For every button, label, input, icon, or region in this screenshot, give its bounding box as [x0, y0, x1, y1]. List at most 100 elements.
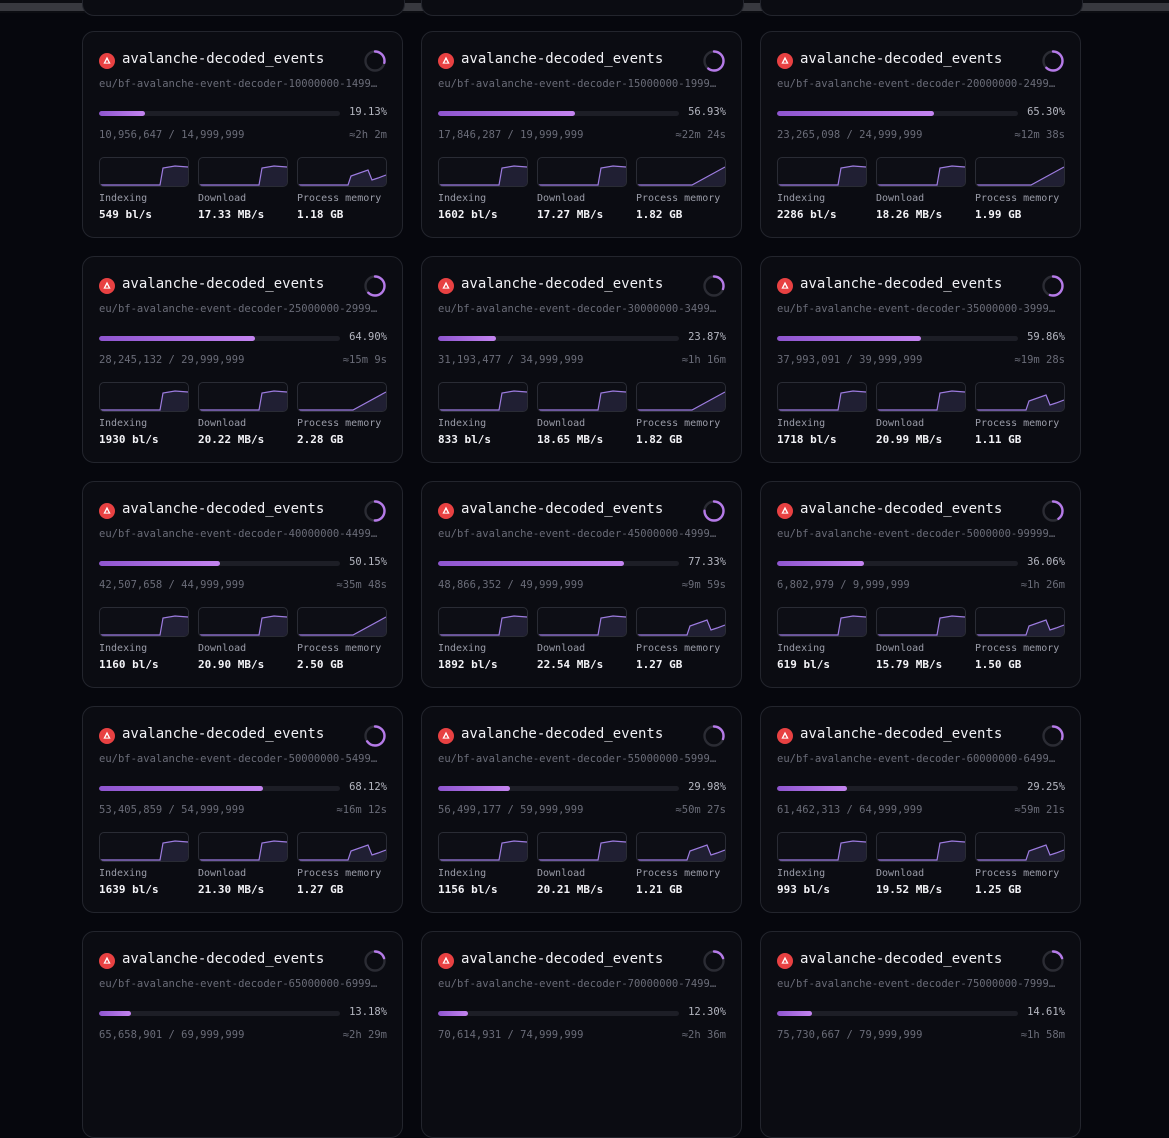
download-label: Download	[876, 868, 925, 879]
indexer-card[interactable]: avalanche-decoded_events eu/bf-avalanche-…	[760, 481, 1081, 688]
download-sparkline	[198, 832, 288, 862]
block-counts: 48,866,352 / 49,999,999	[438, 579, 584, 591]
card-title: avalanche-decoded_events	[122, 51, 325, 67]
progress-percent: 65.30%	[1027, 106, 1065, 118]
indexing-sparkline	[99, 832, 189, 862]
progress-ring-icon	[703, 275, 725, 297]
indexer-card[interactable]: avalanche-decoded_events eu/bf-avalanche-…	[82, 31, 403, 238]
card-partial	[760, 0, 1083, 16]
progress-fill	[438, 336, 496, 341]
indexing-label: Indexing	[438, 418, 487, 429]
memory-sparkline	[636, 382, 726, 412]
download-label: Download	[198, 418, 247, 429]
block-counts: 23,265,098 / 24,999,999	[777, 129, 923, 141]
progress-bar	[438, 111, 679, 116]
eta-label: ≈2h 2m	[349, 129, 387, 141]
memory-value: 1.50 GB	[975, 658, 1022, 671]
indexing-label: Indexing	[777, 418, 826, 429]
progress-fill	[99, 786, 264, 791]
progress-fill	[99, 111, 146, 116]
indexer-card[interactable]: avalanche-decoded_events eu/bf-avalanche-…	[421, 706, 742, 913]
avalanche-logo-icon	[438, 728, 454, 744]
card-partial	[82, 0, 405, 16]
memory-value: 1.25 GB	[975, 883, 1022, 896]
memory-sparkline	[975, 382, 1065, 412]
indexer-card[interactable]: avalanche-decoded_events eu/bf-avalanche-…	[82, 481, 403, 688]
indexing-sparkline	[777, 607, 867, 637]
download-sparkline	[537, 832, 627, 862]
indexing-value: 619 bl/s	[777, 658, 830, 671]
progress-ring-icon	[703, 50, 725, 72]
eta-label: ≈22m 24s	[675, 129, 726, 141]
indexer-card[interactable]: avalanche-decoded_events eu/bf-avalanche-…	[760, 706, 1081, 913]
progress-fill	[777, 1011, 813, 1016]
download-value: 18.26 MB/s	[876, 208, 943, 221]
indexer-card[interactable]: avalanche-decoded_events eu/bf-avalanche-…	[82, 931, 403, 1138]
block-counts: 53,405,859 / 54,999,999	[99, 804, 245, 816]
download-value: 20.21 MB/s	[537, 883, 604, 896]
indexing-sparkline	[438, 832, 528, 862]
indexing-sparkline	[99, 157, 189, 187]
card-subtitle: eu/bf-avalanche-event-decoder-5000000-99…	[777, 528, 1060, 540]
block-counts: 61,462,313 / 64,999,999	[777, 804, 923, 816]
indexing-value: 833 bl/s	[438, 433, 491, 446]
memory-value: 1.27 GB	[636, 658, 683, 671]
indexer-card[interactable]: avalanche-decoded_events eu/bf-avalanche-…	[421, 481, 742, 688]
eta-label: ≈2h 29m	[342, 1029, 387, 1041]
download-sparkline	[876, 157, 966, 187]
download-label: Download	[198, 193, 247, 204]
progress-bar	[438, 1011, 679, 1016]
progress-ring-icon	[364, 500, 386, 522]
indexing-value: 2286 bl/s	[777, 208, 837, 221]
progress-percent: 50.15%	[349, 556, 387, 568]
progress-bar	[777, 561, 1018, 566]
download-label: Download	[537, 193, 586, 204]
avalanche-logo-icon	[99, 503, 115, 519]
block-counts: 6,802,979 / 9,999,999	[777, 579, 910, 591]
progress-fill	[99, 336, 256, 341]
memory-sparkline	[636, 607, 726, 637]
download-label: Download	[876, 193, 925, 204]
indexer-card[interactable]: avalanche-decoded_events eu/bf-avalanche-…	[421, 31, 742, 238]
card-title: avalanche-decoded_events	[122, 951, 325, 967]
indexer-card[interactable]: avalanche-decoded_events eu/bf-avalanche-…	[760, 256, 1081, 463]
memory-label: Process memory	[975, 868, 1060, 879]
indexer-card[interactable]: avalanche-decoded_events eu/bf-avalanche-…	[760, 31, 1081, 238]
progress-ring-icon	[703, 500, 725, 522]
progress-percent: 29.25%	[1027, 781, 1065, 793]
download-sparkline	[876, 607, 966, 637]
memory-label: Process memory	[636, 193, 721, 204]
memory-value: 1.21 GB	[636, 883, 683, 896]
progress-fill	[777, 111, 935, 116]
eta-label: ≈59m 21s	[1014, 804, 1065, 816]
download-label: Download	[537, 868, 586, 879]
progress-percent: 59.86%	[1027, 331, 1065, 343]
indexer-card[interactable]: avalanche-decoded_events eu/bf-avalanche-…	[760, 931, 1081, 1138]
card-subtitle: eu/bf-avalanche-event-decoder-15000000-1…	[438, 78, 721, 90]
eta-label: ≈9m 59s	[681, 579, 726, 591]
card-subtitle: eu/bf-avalanche-event-decoder-45000000-4…	[438, 528, 721, 540]
card-subtitle: eu/bf-avalanche-event-decoder-65000000-6…	[99, 978, 382, 990]
indexing-label: Indexing	[438, 643, 487, 654]
card-title: avalanche-decoded_events	[461, 951, 664, 967]
indexing-sparkline	[438, 382, 528, 412]
indexer-card[interactable]: avalanche-decoded_events eu/bf-avalanche-…	[421, 256, 742, 463]
indexer-card[interactable]: avalanche-decoded_events eu/bf-avalanche-…	[82, 706, 403, 913]
progress-bar	[777, 1011, 1018, 1016]
download-value: 19.52 MB/s	[876, 883, 943, 896]
memory-label: Process memory	[636, 418, 721, 429]
indexer-card[interactable]: avalanche-decoded_events eu/bf-avalanche-…	[421, 931, 742, 1138]
card-title: avalanche-decoded_events	[461, 726, 664, 742]
card-subtitle: eu/bf-avalanche-event-decoder-30000000-3…	[438, 303, 721, 315]
card-subtitle: eu/bf-avalanche-event-decoder-10000000-1…	[99, 78, 382, 90]
progress-ring-icon	[1042, 725, 1064, 747]
memory-sparkline	[297, 607, 387, 637]
download-value: 20.99 MB/s	[876, 433, 943, 446]
block-counts: 75,730,667 / 79,999,999	[777, 1029, 923, 1041]
download-sparkline	[537, 157, 627, 187]
eta-label: ≈12m 38s	[1014, 129, 1065, 141]
avalanche-logo-icon	[777, 278, 793, 294]
indexer-card[interactable]: avalanche-decoded_events eu/bf-avalanche-…	[82, 256, 403, 463]
indexing-sparkline	[438, 607, 528, 637]
eta-label: ≈19m 28s	[1014, 354, 1065, 366]
